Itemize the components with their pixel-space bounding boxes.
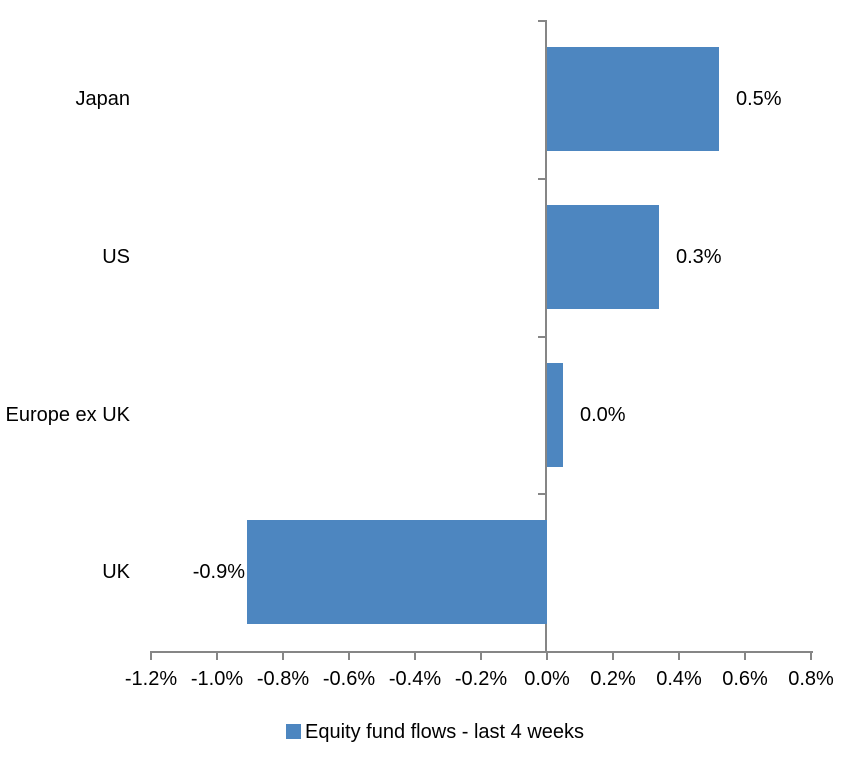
value-axis-tick — [744, 651, 746, 660]
x-tick-label-0: -1.2% — [124, 668, 178, 690]
x-tick-label-6: 0.0% — [524, 668, 570, 690]
value-label-us: 0.3% — [676, 245, 722, 268]
category-axis-tick — [538, 20, 547, 22]
x-tick-label-10: 0.8% — [788, 668, 834, 690]
bar-europe-ex-uk — [547, 363, 563, 467]
x-tick-label-9: 0.6% — [722, 668, 768, 690]
category-axis-tick — [538, 336, 547, 338]
x-tick-label-3: -0.6% — [322, 668, 376, 690]
x-tick-label-1: -1.0% — [190, 668, 244, 690]
value-axis-tick — [678, 651, 680, 660]
x-tick-label-8: 0.4% — [656, 668, 702, 690]
category-axis-tick — [538, 493, 547, 495]
value-axis-tick — [348, 651, 350, 660]
category-axis-tick — [538, 178, 547, 180]
value-axis-tick — [480, 651, 482, 660]
category-label-japan: Japan — [75, 87, 131, 110]
bar-japan — [547, 47, 719, 151]
x-tick-label-7: 0.2% — [590, 668, 636, 690]
value-axis-tick — [414, 651, 416, 660]
bar-us — [547, 205, 659, 309]
bar-uk — [247, 520, 547, 624]
value-axis-tick — [612, 651, 614, 660]
legend-label: Equity fund flows - last 4 weeks — [305, 721, 585, 743]
x-tick-label-2: -0.8% — [256, 668, 310, 690]
value-label-europe-ex-uk: 0.0% — [580, 403, 626, 426]
value-label-uk: -0.9% — [192, 560, 245, 583]
value-axis-tick — [282, 651, 284, 660]
x-tick-label-5: -0.2% — [454, 668, 508, 690]
category-label-europe-ex-uk: Europe ex UK — [5, 403, 130, 426]
x-tick-label-4: -0.4% — [388, 668, 442, 690]
value-axis-line — [151, 651, 813, 653]
value-label-japan: 0.5% — [736, 87, 782, 110]
value-axis-tick — [546, 651, 548, 660]
value-axis-tick — [150, 651, 152, 660]
category-label-us: US — [102, 245, 130, 268]
value-axis-tick — [216, 651, 218, 660]
category-label-uk: UK — [102, 560, 130, 583]
value-axis-tick — [810, 651, 812, 660]
legend-swatch — [286, 724, 301, 739]
category-axis-tick — [538, 651, 547, 653]
